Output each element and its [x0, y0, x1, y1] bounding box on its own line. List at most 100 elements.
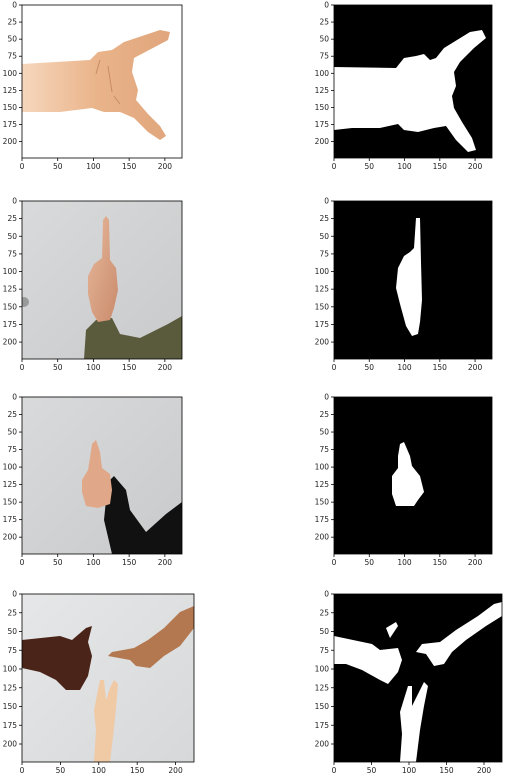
- x-tick-label: 0: [332, 558, 337, 567]
- axes-frame-4-mask: [333, 593, 503, 763]
- y-tick-label: 125: [315, 480, 330, 489]
- x-tick-label: 50: [53, 558, 63, 567]
- y-tick-label: 100: [315, 267, 330, 276]
- y-tick-label: 0: [324, 197, 329, 206]
- y-tick-label: 100: [3, 267, 18, 276]
- y-tick-label: 175: [315, 320, 330, 329]
- x-tick-label: 150: [122, 558, 137, 567]
- y-tick-label: 0: [324, 393, 329, 402]
- axes-frame-2-mask: [333, 200, 493, 360]
- x-tick-label: 150: [130, 766, 145, 775]
- y-tick-label: 50: [319, 232, 329, 241]
- y-tick-label: 125: [315, 86, 330, 95]
- x-tick-label: 150: [433, 558, 448, 567]
- x-tick-label: 0: [20, 363, 25, 372]
- y-tick-label: 125: [315, 285, 330, 294]
- y-tick-label: 150: [315, 702, 330, 711]
- hand-pointing: [108, 606, 194, 668]
- panel-1-mask: [334, 5, 492, 158]
- hand-peace-sign: [94, 680, 118, 762]
- y-tick-label: 200: [3, 137, 18, 146]
- y-tick-label: 200: [315, 740, 330, 749]
- x-tick-label: 200: [158, 558, 173, 567]
- y-tick-label: 100: [315, 463, 330, 472]
- y-tick-label: 200: [3, 533, 18, 542]
- panel-4-mask: [334, 594, 502, 762]
- y-tick-label: 25: [7, 410, 17, 419]
- y-tick-label: 75: [7, 646, 17, 655]
- x-tick-label: 0: [20, 766, 25, 775]
- y-tick-label: 50: [319, 35, 329, 44]
- mask-index-up: [396, 218, 422, 336]
- mask-rock-sign: [334, 30, 486, 152]
- axis-ticks: 0 50 100 150 200 0 25 50 75 100 125 150 175 200 0 50 100…: [3, 1, 492, 776]
- y-tick-label: 75: [7, 52, 17, 61]
- y-tick-label: 50: [7, 428, 17, 437]
- y-tick-label: 125: [3, 683, 18, 692]
- y-tick-label: 150: [3, 103, 18, 112]
- y-tick-label: 175: [3, 721, 18, 730]
- panel-4-photo: [22, 594, 194, 762]
- y-tick-label: 75: [319, 646, 329, 655]
- x-tick-label: 0: [20, 162, 25, 171]
- x-tick-label: 50: [364, 363, 374, 372]
- y-tick-label: 50: [319, 627, 329, 636]
- x-tick-label: 150: [122, 363, 137, 372]
- y-tick-label: 125: [3, 86, 18, 95]
- sleeve: [84, 316, 182, 359]
- y-tick-label: 75: [319, 249, 329, 258]
- y-tick-label: 25: [319, 18, 329, 27]
- sleeve-black: [104, 476, 182, 554]
- x-tick-label: 200: [477, 766, 492, 775]
- x-tick-label: 100: [397, 558, 412, 567]
- x-tick-label: 50: [53, 363, 63, 372]
- x-tick-label: 200: [158, 363, 173, 372]
- panel-2-mask: [334, 201, 492, 359]
- y-tick-label: 25: [319, 214, 329, 223]
- x-tick-label: 0: [332, 766, 337, 775]
- y-tick-label: 75: [319, 445, 329, 454]
- mask-thumbs-up: [392, 442, 424, 506]
- y-tick-label: 150: [3, 702, 18, 711]
- x-tick-label: 200: [468, 558, 483, 567]
- y-tick-label: 25: [319, 608, 329, 617]
- x-tick-label: 150: [122, 162, 137, 171]
- x-tick-label: 200: [468, 363, 483, 372]
- axes-frame-2-photo: [21, 200, 183, 360]
- x-tick-label: 100: [397, 363, 412, 372]
- y-tick-label: 100: [3, 665, 18, 674]
- y-tick-label: 100: [3, 69, 18, 78]
- x-tick-label: 50: [56, 766, 66, 775]
- y-tick-label: 175: [315, 120, 330, 129]
- background-object: [22, 297, 29, 307]
- y-tick-label: 50: [319, 428, 329, 437]
- y-tick-label: 0: [12, 1, 17, 10]
- y-tick-label: 100: [315, 665, 330, 674]
- x-tick-label: 0: [332, 363, 337, 372]
- axes-frame-1-photo: [21, 4, 183, 159]
- y-tick-label: 200: [315, 338, 330, 347]
- y-tick-label: 0: [12, 393, 17, 402]
- y-tick-label: 200: [315, 533, 330, 542]
- y-tick-label: 200: [3, 740, 18, 749]
- x-tick-label: 200: [468, 162, 483, 171]
- y-tick-label: 25: [7, 608, 17, 617]
- y-tick-label: 125: [3, 480, 18, 489]
- panel-3-mask: [334, 397, 492, 554]
- axes-frame-4-photo: [21, 593, 195, 763]
- y-tick-label: 175: [3, 320, 18, 329]
- x-tick-label: 150: [433, 162, 448, 171]
- x-tick-label: 100: [92, 766, 107, 775]
- mask-three-hands: [334, 602, 502, 762]
- y-tick-label: 200: [3, 338, 18, 347]
- y-tick-label: 50: [7, 232, 17, 241]
- y-tick-label: 100: [3, 463, 18, 472]
- y-tick-label: 200: [315, 137, 330, 146]
- y-tick-label: 175: [3, 515, 18, 524]
- x-tick-label: 100: [86, 363, 101, 372]
- axes-frame-3-mask: [333, 396, 493, 555]
- x-tick-label: 150: [433, 363, 448, 372]
- axes-frame-1-mask: [333, 4, 493, 159]
- x-tick-label: 50: [364, 558, 374, 567]
- y-tick-label: 25: [7, 214, 17, 223]
